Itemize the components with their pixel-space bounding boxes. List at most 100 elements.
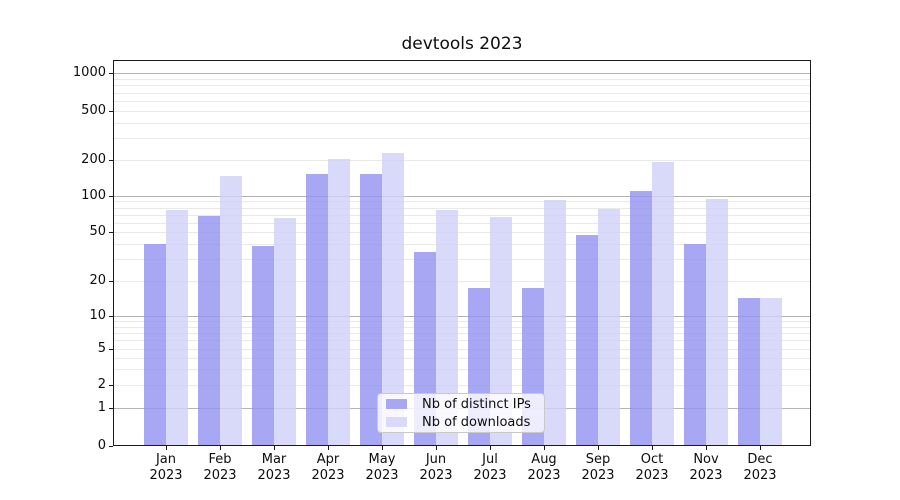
gridline-y-700 — [114, 92, 810, 94]
gridline-y-100 — [114, 196, 810, 197]
x-tick-mark-jul — [490, 446, 491, 450]
bar-downloads-feb — [220, 175, 242, 445]
x-tick-mark-nov — [706, 446, 707, 450]
y-tick-label-100: 100 — [81, 188, 106, 203]
x-tick-mark-aug — [544, 446, 545, 450]
bar-downloads-jun — [436, 209, 458, 445]
bar-distinct-ips-apr — [306, 173, 328, 445]
bar-distinct-ips-jan — [144, 244, 166, 445]
bar-downloads-apr — [328, 159, 350, 445]
gridline-y-300 — [114, 138, 810, 140]
y-tick-label-1: 1 — [97, 400, 106, 415]
y-tick-label-2: 2 — [97, 377, 106, 392]
x-tick-label-dec: Dec 2023 — [743, 452, 777, 483]
bar-downloads-mar — [274, 218, 296, 445]
y-tick-label-500: 500 — [81, 103, 106, 118]
x-tick-mark-apr — [328, 446, 329, 450]
y-tick-mark-1000 — [109, 73, 113, 74]
y-tick-label-1000: 1000 — [72, 65, 106, 80]
x-tick-mark-jun — [436, 446, 437, 450]
gridline-y-6 — [114, 340, 810, 342]
y-tick-mark-2 — [109, 385, 113, 386]
gridline-y-3 — [114, 369, 810, 371]
bar-distinct-ips-sep — [576, 235, 598, 445]
gridline-y-50 — [114, 232, 810, 233]
y-tick-mark-200 — [109, 160, 113, 161]
gridline-y-9 — [114, 321, 810, 323]
gridline-y-60 — [114, 222, 810, 224]
x-tick-mark-may — [382, 446, 383, 450]
x-tick-mark-mar — [274, 446, 275, 450]
y-tick-label-20: 20 — [89, 273, 106, 288]
y-tick-label-50: 50 — [89, 224, 106, 239]
bar-downloads-jul — [490, 216, 512, 445]
x-tick-label-sep: Sep 2023 — [581, 452, 615, 483]
x-tick-label-feb: Feb 2023 — [203, 452, 237, 483]
bar-downloads-aug — [544, 200, 566, 445]
bar-downloads-sep — [598, 209, 620, 445]
bar-distinct-ips-mar — [252, 245, 274, 445]
gridline-y-7 — [114, 332, 810, 334]
legend-label-distinct-ips: Nb of distinct IPs — [422, 396, 531, 412]
bar-downloads-jan — [166, 209, 188, 445]
x-tick-mark-dec — [760, 446, 761, 450]
gridline-y-900 — [114, 78, 810, 80]
bar-distinct-ips-oct — [630, 191, 652, 445]
gridline-y-70 — [114, 214, 810, 216]
x-tick-mark-feb — [220, 446, 221, 450]
bar-distinct-ips-dec — [738, 298, 760, 445]
y-tick-mark-0 — [109, 446, 113, 447]
legend-swatch-downloads — [386, 417, 407, 427]
gridline-y-10 — [114, 316, 810, 317]
gridline-y-200 — [114, 160, 810, 161]
y-tick-mark-5 — [109, 349, 113, 350]
x-tick-mark-jan — [166, 446, 167, 450]
bar-downloads-may — [382, 152, 404, 445]
legend-label-downloads: Nb of downloads — [422, 414, 531, 430]
y-tick-mark-50 — [109, 232, 113, 233]
gridline-y-5 — [114, 349, 810, 350]
x-tick-label-jan: Jan 2023 — [149, 452, 183, 483]
gridline-y-90 — [114, 201, 810, 203]
gridline-y-4 — [114, 357, 810, 359]
gridline-y-80 — [114, 207, 810, 209]
x-tick-label-oct: Oct 2023 — [635, 452, 669, 483]
y-tick-mark-500 — [109, 111, 113, 112]
x-tick-label-jun: Jun 2023 — [419, 452, 453, 483]
bar-distinct-ips-may — [360, 173, 382, 445]
bar-downloads-dec — [760, 298, 782, 445]
gridline-y-2 — [114, 385, 810, 386]
y-tick-label-0: 0 — [97, 438, 106, 453]
y-tick-mark-1 — [109, 408, 113, 409]
gridline-y-30 — [114, 259, 810, 261]
gridline-y-500 — [114, 111, 810, 112]
x-tick-label-jul: Jul 2023 — [473, 452, 507, 483]
y-tick-label-10: 10 — [89, 308, 106, 323]
legend: Nb of distinct IPs Nb of downloads — [377, 393, 545, 433]
x-tick-label-may: May 2023 — [365, 452, 399, 483]
bar-distinct-ips-feb — [198, 215, 220, 445]
y-tick-mark-20 — [109, 281, 113, 282]
x-tick-label-aug: Aug 2023 — [527, 452, 561, 483]
gridline-y-8 — [114, 326, 810, 328]
gridline-y-1000 — [114, 73, 810, 74]
y-tick-mark-100 — [109, 196, 113, 197]
bar-downloads-nov — [706, 199, 728, 445]
bar-distinct-ips-nov — [684, 244, 706, 445]
gridline-y-20 — [114, 281, 810, 282]
x-tick-label-mar: Mar 2023 — [257, 452, 291, 483]
gridline-y-40 — [114, 243, 810, 245]
gridline-y-400 — [114, 122, 810, 124]
gridline-y-600 — [114, 101, 810, 102]
plot-area — [113, 60, 811, 446]
legend-item-distinct-ips: Nb of distinct IPs — [386, 396, 544, 412]
chart-title: devtools 2023 — [401, 34, 523, 54]
y-tick-label-200: 200 — [81, 152, 106, 167]
bar-downloads-oct — [652, 161, 674, 445]
legend-swatch-distinct-ips — [386, 399, 407, 409]
gridline-y-800 — [114, 85, 810, 87]
x-tick-label-apr: Apr 2023 — [311, 452, 345, 483]
y-tick-label-5: 5 — [97, 341, 106, 356]
x-tick-label-nov: Nov 2023 — [689, 452, 723, 483]
